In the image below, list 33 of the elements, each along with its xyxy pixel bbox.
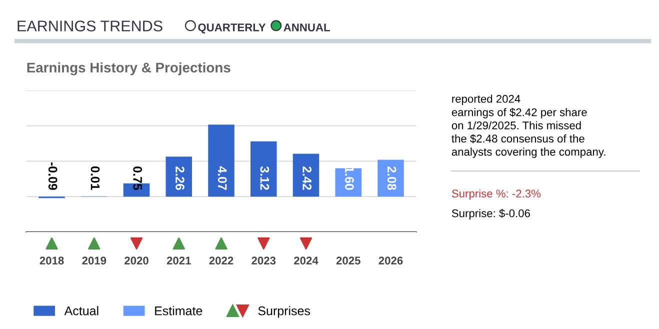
data-label: 3.12: [260, 166, 270, 190]
text: reported 2024 earnings of $2.42 per share on 1/29/2025. This missed the $2.48 consensus of the analysts covering the company.: [452, 94, 606, 158]
data-label: 0.01: [90, 166, 100, 190]
legend-label: Estimate: [155, 306, 202, 316]
x-tick-label: 2024: [294, 256, 318, 265]
x-tick-label: 2020: [124, 256, 148, 265]
data-label: 2.08: [387, 166, 396, 190]
bar: [208, 124, 234, 197]
bar: [292, 154, 320, 197]
x-tick-label: 2019: [82, 256, 106, 265]
data-label: 4.07: [218, 166, 227, 190]
x-tick-label: 2021: [166, 256, 191, 265]
x-tick-label: 2023: [252, 256, 276, 265]
legend-label: Surprises: [258, 306, 310, 318]
text: Surprise: $-0.06: [452, 208, 530, 220]
data-label: 0.75: [133, 166, 142, 190]
text: Surprise %: -2.3%: [452, 189, 541, 200]
chart-subtitle: Earnings History & Projections: [27, 62, 230, 76]
bar: [166, 156, 192, 197]
data-label: 2.42: [302, 166, 312, 190]
x-tick-label: 2022: [209, 256, 234, 265]
bar: [250, 141, 277, 197]
chart-title: EARNINGS TRENDS: [18, 20, 162, 32]
legend-label: Actual: [64, 306, 98, 316]
x-tick-label: 2018: [40, 256, 64, 265]
bar: [378, 160, 404, 197]
data-label: -0.09: [48, 162, 58, 190]
text: QUARTERLY: [198, 23, 266, 34]
data-label: 1.60: [345, 166, 354, 190]
data-label: 2.26: [176, 166, 184, 190]
text: ANNUAL: [284, 24, 330, 32]
x-tick-label: 2025: [336, 256, 360, 265]
x-tick-label: 2026: [378, 256, 403, 265]
